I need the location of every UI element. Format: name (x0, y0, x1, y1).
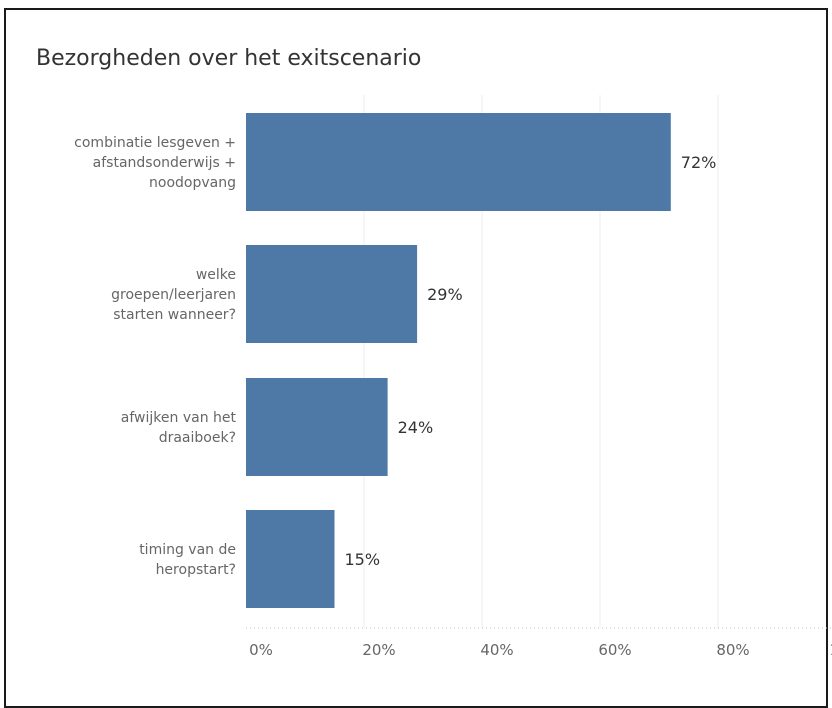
bar-chart: combinatie lesgeven + afstandsonderwijs +… (74, 95, 832, 659)
bar (246, 378, 388, 476)
chart-title: Bezorgheden over het exitscenario (36, 46, 422, 71)
data-label: 15% (345, 550, 381, 569)
data-label: 24% (398, 418, 434, 437)
category-label: combinatie lesgeven + afstandsonderwijs +… (74, 135, 236, 191)
data-label: 29% (427, 285, 463, 304)
x-tick-label: 80% (716, 641, 749, 659)
bar (246, 113, 671, 211)
bar (246, 245, 418, 343)
category-label: welke groepen/leerjaren starten wanneer? (111, 267, 236, 323)
category-label: timing van de heropstart? (139, 542, 236, 578)
x-tick-label: 60% (598, 641, 631, 659)
x-tick-label: 0% (249, 641, 273, 659)
x-tick-label: 40% (480, 641, 513, 659)
data-label: 72% (681, 153, 717, 172)
category-label: afwijken van het draaiboek? (121, 410, 237, 446)
x-tick-label: 20% (362, 641, 395, 659)
bar (246, 510, 335, 608)
x-tick-label: 100% (830, 641, 832, 659)
